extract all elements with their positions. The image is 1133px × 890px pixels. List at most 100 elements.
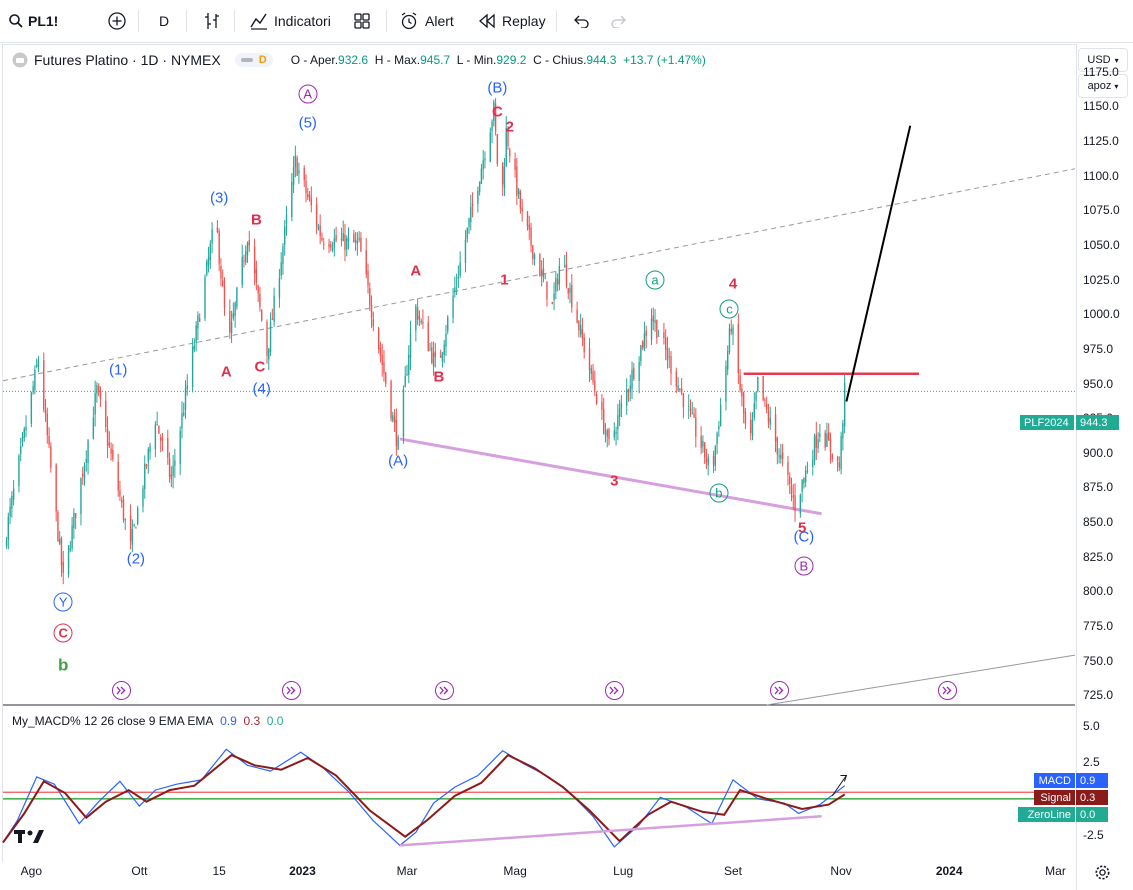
delay-badge: D [258, 54, 267, 66]
macd-support-line [399, 815, 822, 847]
event-marker-button[interactable] [434, 681, 454, 700]
alert-button[interactable]: Alert [399, 8, 454, 34]
macd-layer [2, 748, 1075, 848]
signal-line [2, 753, 846, 844]
interval-button[interactable]: D [159, 13, 170, 29]
toolbar-divider [234, 10, 235, 32]
macd-indicator-name: My_MACD% 12 26 close 9 EMA EMA [12, 714, 214, 728]
indicators-button[interactable]: Indicatori [249, 8, 331, 34]
macd-tick: 2.5 [1083, 755, 1100, 770]
wave-label: (2) [126, 550, 146, 568]
wave-label: 5 [797, 519, 807, 537]
replay-button[interactable]: Replay [478, 8, 546, 34]
price-scale-panel[interactable] [1076, 44, 1133, 890]
gear-icon[interactable] [1094, 864, 1111, 881]
tradingview-logo-icon[interactable] [14, 828, 46, 844]
search-icon [9, 14, 23, 28]
replay-label: Replay [502, 13, 546, 29]
time-tick: Lug [613, 864, 634, 878]
zeroline-value-badge: 0.0 [1076, 807, 1108, 822]
arrow-right-icon [116, 686, 126, 695]
lower-trendline [766, 654, 1076, 706]
event-marker-button[interactable] [282, 681, 302, 700]
price-tick: 1150.0 [1083, 99, 1119, 114]
macd-value-badge: 0.9 [1076, 773, 1108, 788]
chart-type-button[interactable] [202, 8, 222, 34]
change-value: +13.7 (+1.47%) [623, 53, 706, 67]
last-price-badge: 944.3 [1076, 415, 1119, 430]
macd-name-badge: MACD [1034, 773, 1075, 788]
arrow-right-icon [286, 686, 296, 695]
open-value: 932.6 [338, 53, 369, 67]
price-tick: 800.0 [1083, 584, 1114, 599]
arrow-right-icon [439, 686, 449, 695]
high-value: 945.7 [420, 53, 451, 67]
redo-icon [611, 15, 626, 28]
compare-symbol-button[interactable] [107, 8, 127, 34]
wave-label: Y [53, 592, 73, 612]
price-tick: 875.0 [1083, 480, 1114, 495]
toolbar-divider [386, 10, 387, 32]
undo-button[interactable] [572, 8, 590, 34]
high-label: H - Max. [374, 53, 421, 67]
event-marker-button[interactable] [112, 681, 132, 700]
redo-button[interactable] [610, 8, 628, 34]
time-tick: Set [724, 864, 743, 878]
currency-select[interactable]: USD ▾ [1078, 48, 1128, 72]
wave-label: C [491, 103, 503, 121]
layouts-button[interactable] [353, 8, 371, 34]
wave-label: 4 [728, 275, 738, 293]
price-tick: 1000.0 [1083, 307, 1120, 322]
toolbar-divider [556, 10, 557, 32]
macd-line [2, 748, 846, 848]
data-status-pill[interactable]: D [234, 53, 273, 67]
symbol-label: PL1! [28, 13, 59, 29]
ohlc-values: O - Aper.932.6 H - Max.945.7 L - Min.929… [291, 53, 706, 67]
wave-label: (5) [298, 114, 317, 132]
indicators-icon [250, 13, 267, 30]
price-tick: 775.0 [1083, 619, 1114, 633]
macd-tick: -2.5 [1083, 828, 1104, 843]
close-value: 944.3 [586, 53, 617, 67]
price-tick: 750.0 [1083, 653, 1114, 668]
price-tick: 825.0 [1083, 549, 1114, 564]
price-tick: 950.0 [1083, 376, 1114, 391]
low-value: 929.2 [496, 53, 527, 67]
time-tick: Mar [396, 864, 418, 878]
macd-legend-value: 0.9 [220, 714, 237, 728]
undo-icon [574, 15, 589, 28]
plus-circle-icon [108, 12, 126, 30]
event-marker-button[interactable] [604, 681, 624, 700]
open-label: O - Aper. [290, 53, 339, 67]
macd-arrow [831, 775, 847, 797]
price-mode-select[interactable]: apoz ▾ [1078, 74, 1128, 98]
currency-label: USD [1087, 54, 1111, 66]
wave-label: b [709, 483, 729, 503]
price-tick: 1050.0 [1083, 237, 1120, 252]
wave-label: (1) [109, 361, 128, 379]
low-label: L - Min. [456, 53, 497, 67]
macd-legend: My_MACD% 12 26 close 9 EMA EMA 0.9 0.3 0… [12, 714, 283, 728]
wave-label: 2 [505, 118, 514, 136]
chart-pane-border [2, 44, 1076, 862]
alarm-clock-icon [401, 12, 417, 30]
time-tick: Ago [20, 864, 43, 878]
price-tick: 1125.0 [1083, 134, 1119, 148]
platinum-logo-icon [12, 52, 28, 68]
price-tick: 1100.0 [1083, 168, 1119, 183]
chevron-down-icon: ▾ [1114, 81, 1119, 91]
wave-label: (B) [487, 79, 508, 97]
symbol-search-button[interactable]: PL1! [8, 8, 58, 34]
wave-label: c [719, 299, 739, 319]
indicators-label: Indicatori [274, 13, 331, 29]
price-mode-label: apoz [1087, 80, 1112, 92]
time-tick: 15 [212, 864, 226, 878]
arrow-right-icon [609, 686, 619, 695]
rewind-icon [479, 13, 495, 29]
price-tick: 725.0 [1083, 688, 1114, 703]
wave-label: (C) [793, 528, 815, 546]
event-marker-button[interactable] [937, 681, 957, 700]
signal-name-badge: Signal [1034, 790, 1075, 805]
event-marker-button[interactable] [769, 681, 789, 700]
